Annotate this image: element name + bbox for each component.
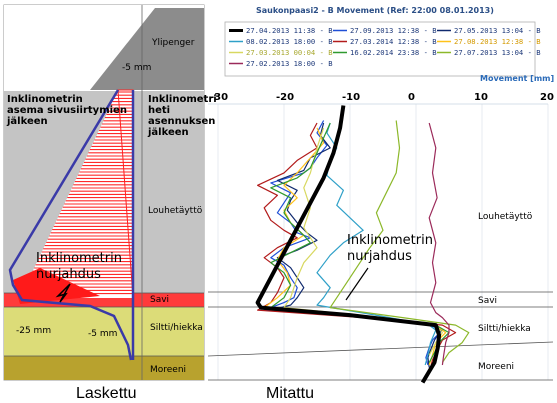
legend-entry: 27.05.2013 13:04 - B [454, 26, 541, 35]
layer-fill-moreeni [4, 356, 204, 380]
layer-label-siltti: Siltti/hiekka [150, 323, 203, 333]
legend-entry: 27.09.2013 12:38 - B [350, 26, 437, 35]
mark-bottom-right: -5 mm [88, 329, 117, 339]
gridlines [208, 103, 549, 380]
label-buckling-left: Inklinometrin nurjahdus [36, 251, 122, 282]
series-line [255, 105, 442, 384]
label-inclinometer-initial: Inklinometri heti asennuksen jälkeen [147, 94, 217, 138]
layer-label-louhetayttö-right: Louhetäyttö [478, 212, 533, 222]
x-axis-ticks: -30 -20 -10 0 10 20 [210, 92, 554, 103]
layer-label-savi: Savi [150, 295, 169, 305]
layer-label-moreeni: Moreeni [150, 365, 186, 375]
mark-bottom-left: -25 mm [16, 326, 51, 336]
buckling-zone [13, 268, 100, 304]
buckling-pointer [345, 267, 369, 301]
legend-entry: 27.02.2013 18:00 - B [246, 59, 333, 68]
left-panel: Inklinometrin asema sivusiirtymien jälkeen… [3, 4, 217, 402]
x-tick-label: -20 [276, 92, 294, 103]
label-buckling-right: Inklinometrin nurjahdus [347, 233, 433, 264]
legend-entry: 16.02.2014 23:38 - B [350, 48, 437, 57]
legend-entry: 08.02.2013 18:00 - B [246, 37, 333, 46]
series-line [257, 122, 457, 368]
x-tick-label: -10 [342, 92, 360, 103]
legend-entry: 27.04.2013 11:38 - B [246, 26, 333, 35]
layer-label-moreeni-right: Moreeni [478, 362, 514, 372]
layer-fill-ylipenger [90, 8, 204, 90]
caption-right: Mitattu [266, 385, 314, 402]
layer-label-siltti-right: Siltti/hiekka [478, 324, 531, 334]
x-tick-label: 20 [540, 92, 554, 103]
layer-label-ylipenger: Ylipenger [151, 38, 195, 48]
series-line [329, 120, 470, 363]
label-inclinometer-after: Inklinometrin asema sivusiirtymien jälkeen [6, 94, 127, 127]
right-panel: Saukonpaasi2 - B Movement (Ref: 22:00 08… [207, 6, 554, 402]
axis-label: Movement [mm] [480, 74, 554, 83]
layer-fill-siltti [4, 307, 204, 356]
x-tick-label: 0 [408, 92, 415, 103]
x-tick-label: 10 [474, 92, 488, 103]
x-tick-label: -30 [210, 92, 228, 103]
caption-left: Laskettu [76, 385, 136, 402]
layer-line [207, 341, 554, 357]
legend-entry: 27.03.2014 12:38 - B [350, 37, 437, 46]
buckling-arrow [55, 283, 71, 303]
mark-top: -5 mm [122, 63, 151, 73]
chart-title: Saukonpaasi2 - B Movement (Ref: 22:00 08… [256, 6, 494, 15]
inclinometer-after-displacement [8, 89, 133, 361]
layer-label-savi-right: Savi [478, 296, 497, 306]
legend: 27.04.2013 11:38 - B 27.09.2013 12:38 - B… [229, 26, 541, 68]
legend-box [224, 21, 536, 77]
series-line [428, 122, 450, 366]
series-lines [255, 105, 470, 384]
legend-entry: 27.07.2013 13:04 - B [454, 48, 541, 57]
series-line [270, 122, 450, 363]
layer-label-louhetäyttö: Louhetäyttö [148, 206, 203, 216]
series-line [263, 127, 447, 366]
legend-entry: 27.08.2013 12:38 - B [454, 37, 541, 46]
legend-entry: 27.03.2013 00:04 - B [246, 48, 333, 57]
